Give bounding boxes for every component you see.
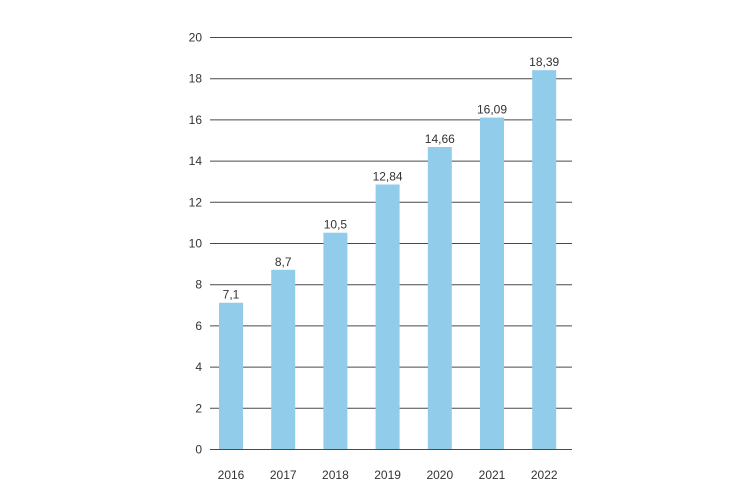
data-label: 16,09 xyxy=(477,103,507,117)
y-axis-ticks: 0 2 4 6 8 10 12 14 16 18 20 xyxy=(189,31,203,457)
bar-2018 xyxy=(323,232,348,449)
x-tick-label: 2021 xyxy=(479,468,506,482)
y-tick-label: 20 xyxy=(189,31,203,45)
y-tick-label: 0 xyxy=(195,443,202,457)
data-label: 18,39 xyxy=(529,55,559,69)
y-tick-label: 6 xyxy=(195,319,202,333)
data-label: 14,66 xyxy=(425,132,455,146)
y-tick-label: 2 xyxy=(195,401,202,415)
x-tick-label: 2017 xyxy=(270,468,297,482)
y-tick-label: 4 xyxy=(195,360,202,374)
x-axis-ticks: 2016 2017 2018 2019 2020 2021 2022 xyxy=(218,468,558,482)
y-tick-label: 8 xyxy=(195,278,202,292)
y-tick-label: 12 xyxy=(189,195,203,209)
x-tick-label: 2022 xyxy=(531,468,558,482)
data-label: 12,84 xyxy=(373,169,403,183)
data-label: 8,7 xyxy=(275,255,292,269)
x-tick-label: 2016 xyxy=(218,468,245,482)
data-label: 7,1 xyxy=(223,288,240,302)
bar-2016 xyxy=(219,302,243,449)
x-tick-label: 2019 xyxy=(374,468,401,482)
y-tick-label: 16 xyxy=(189,113,203,127)
bar-2020 xyxy=(427,147,452,449)
bar-2021 xyxy=(480,117,504,450)
y-tick-label: 18 xyxy=(189,72,203,86)
bar-2022 xyxy=(532,70,557,449)
bars xyxy=(219,70,557,450)
bar-2019 xyxy=(375,184,400,449)
y-tick-label: 10 xyxy=(189,237,203,251)
y-tick-label: 14 xyxy=(189,154,203,168)
data-label: 10,5 xyxy=(324,218,348,232)
data-labels: 7,1 8,7 10,5 12,84 14,66 16,09 18,39 xyxy=(223,55,560,302)
x-tick-label: 2020 xyxy=(426,468,453,482)
bar-2017 xyxy=(271,269,296,449)
x-tick-label: 2018 xyxy=(322,468,349,482)
